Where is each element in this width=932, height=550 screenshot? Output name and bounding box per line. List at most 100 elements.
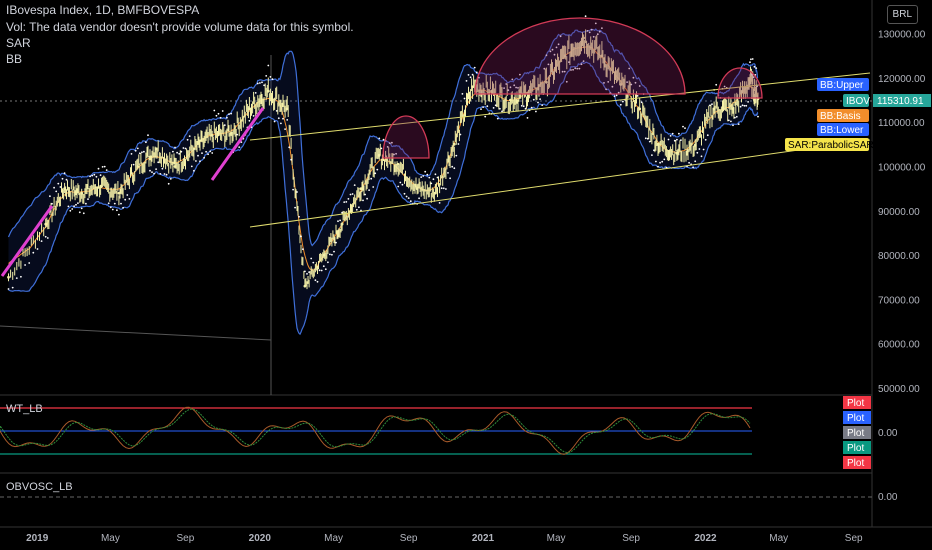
legend-tag[interactable] [817, 78, 869, 91]
price-point [7, 275, 10, 279]
sar-dot [619, 103, 622, 106]
sar-dot [312, 261, 315, 264]
sar-dot [751, 58, 754, 60]
legend-tag[interactable] [817, 109, 869, 122]
sar-dot [265, 75, 268, 77]
sar-dot [71, 208, 74, 210]
sar-dot [316, 280, 319, 283]
sar-dot [197, 154, 199, 157]
sar-dot [261, 81, 263, 84]
sar-dot [93, 173, 96, 176]
sar-dot [263, 84, 265, 87]
sar-dot [366, 197, 368, 200]
sar-dot [318, 269, 321, 272]
sar-dot [709, 104, 711, 107]
sar-dot [696, 151, 699, 154]
sar-dot [409, 200, 412, 203]
sar-dot [513, 84, 516, 87]
wt-plot-tag[interactable] [843, 441, 871, 454]
pink-trendline-1[interactable] [0, 205, 54, 277]
sar-dot [646, 137, 649, 140]
sar-dot [750, 73, 753, 76]
sar-dot [277, 117, 280, 120]
sar-dot [628, 67, 631, 70]
sar-dot [601, 27, 603, 29]
arc-left-shoulder[interactable] [382, 115, 430, 159]
price-point [509, 98, 512, 102]
sar-dot [582, 60, 585, 62]
sar-dot [370, 177, 373, 180]
price-point [136, 165, 140, 168]
sar-dot [15, 277, 18, 279]
sar-dot [559, 35, 562, 38]
sar-dot [215, 114, 218, 117]
sar-dot [284, 128, 286, 131]
sar-dot [331, 253, 333, 256]
sar-dot [124, 198, 127, 201]
sar-dot [228, 113, 230, 115]
bb-upper-line [7, 28, 759, 247]
sar-dot [141, 151, 143, 154]
wt-plot-tag[interactable] [843, 411, 871, 424]
sar-dot [159, 173, 162, 175]
wt-plot-tag[interactable] [843, 426, 871, 439]
sar-dot [517, 87, 519, 89]
sar-dot [180, 150, 183, 153]
sar-dot [195, 160, 197, 162]
sar-dot [386, 146, 389, 148]
sar-dot [463, 97, 466, 100]
wt-plot-tag[interactable] [843, 396, 871, 409]
wt-zero-label: 0.00 [878, 428, 898, 439]
symbol-title[interactable]: IBovespa Index, 1D, BMFBOVESPA [6, 3, 200, 17]
legend-tag[interactable] [817, 123, 869, 136]
sar-dot [190, 165, 193, 168]
price-point [656, 142, 660, 146]
sar-dot [428, 176, 431, 179]
sar-dot [128, 198, 131, 200]
sar-dot [723, 85, 726, 88]
obvosc-pane-title[interactable]: OBVOSC_LB [6, 481, 73, 493]
sar-dot [174, 146, 176, 149]
sar-dot [486, 105, 489, 108]
wt-pane-title[interactable]: WT_LB [6, 403, 43, 415]
sar-dot [61, 177, 64, 180]
sar-dot [347, 198, 350, 200]
bb-lower-line [8, 61, 759, 336]
sar-dot [273, 120, 276, 123]
sar-indicator-label[interactable]: SAR [6, 36, 31, 50]
pink-trendline-2[interactable] [210, 107, 265, 181]
sar-dot [549, 50, 552, 53]
sar-dot [657, 165, 659, 168]
sar-dot [105, 169, 108, 172]
wt-plot-tag[interactable] [843, 456, 871, 469]
arc-head[interactable] [474, 17, 686, 95]
legend-tag[interactable] [843, 94, 869, 107]
sar-dot [368, 189, 370, 192]
sar-dot [574, 67, 577, 70]
sar-dot [101, 166, 104, 168]
sar-dot [757, 115, 759, 118]
channel-upper[interactable] [249, 72, 871, 141]
sar-dot [727, 119, 730, 122]
wt-plot-label: Plot [847, 398, 864, 409]
sar-dot [473, 66, 476, 69]
sar-dot [524, 107, 527, 110]
channel-lower[interactable] [249, 139, 871, 228]
sar-dot [393, 153, 395, 156]
bb-indicator-label[interactable]: BB [6, 52, 23, 66]
sar-dot [165, 173, 168, 176]
sar-dot [653, 149, 655, 152]
legend-tag[interactable] [785, 138, 869, 151]
sar-dot [667, 138, 670, 141]
currency-button[interactable]: BRL [886, 5, 918, 24]
sar-dot [445, 188, 447, 190]
sar-dot [453, 167, 456, 170]
sar-dot [617, 91, 620, 94]
sar-dot [178, 152, 181, 155]
arc-right-shoulder[interactable] [717, 67, 763, 99]
sar-dot [327, 261, 329, 264]
sar-dot [750, 58, 752, 61]
sar-dot [67, 205, 70, 208]
sar-dot [692, 166, 694, 169]
